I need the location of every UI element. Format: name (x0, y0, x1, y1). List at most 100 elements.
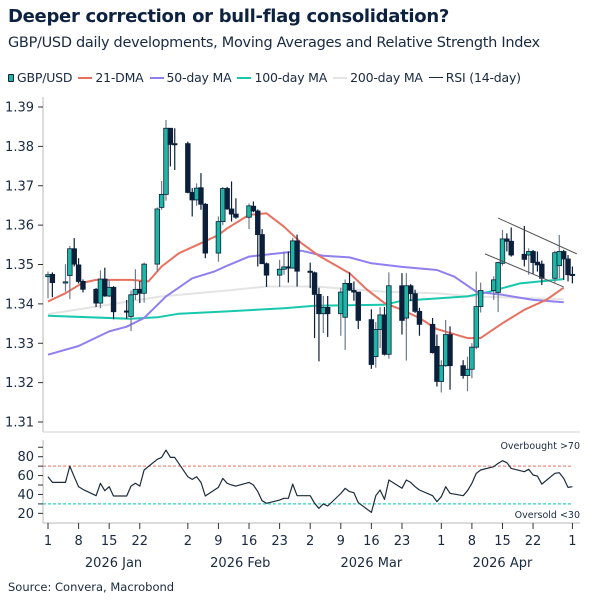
flag-trendline (484, 253, 564, 288)
candle (93, 288, 99, 308)
candle (342, 279, 348, 350)
candle (189, 188, 195, 217)
candle (434, 334, 440, 387)
candle (158, 181, 165, 210)
ma-line-200-day-ma (47, 285, 564, 316)
price-tick-label: 1.38 (5, 140, 34, 155)
candle (403, 273, 410, 361)
line-swatch-icon (333, 76, 348, 79)
candle-body-down (102, 278, 108, 297)
candle (442, 320, 449, 367)
x-tick-label: 16 (241, 534, 258, 549)
candle (224, 186, 230, 210)
candle (320, 296, 327, 334)
x-tick-label: 9 (214, 534, 222, 549)
candle-body-up (491, 279, 497, 291)
candle-body-down (123, 310, 130, 313)
candle-body-up (499, 238, 506, 264)
candle (373, 321, 379, 368)
candle-body-down (233, 213, 239, 218)
candle (477, 282, 484, 313)
candle-body-up (526, 251, 532, 256)
source-note: Source: Convera, Macrobond (8, 580, 175, 594)
legend-item-rsi: RSI (14-day) (428, 70, 521, 85)
candle (202, 203, 209, 259)
candle (71, 238, 77, 267)
candle-body-down (202, 203, 209, 254)
candle-body-down (255, 210, 261, 235)
candle-body-up (45, 274, 51, 278)
candle (508, 227, 514, 257)
candle-body-up (276, 268, 283, 276)
candle (560, 249, 567, 280)
candle (338, 287, 344, 336)
candle-body-up (438, 365, 444, 382)
candle (75, 258, 82, 284)
month-label: 2026 Mar (341, 556, 403, 571)
candle-body-down (408, 285, 414, 295)
chart-subtitle: GBP/USD daily developments, Moving Avera… (8, 35, 540, 51)
candle-body-down (49, 273, 56, 284)
candle (154, 207, 160, 272)
price-tick-label: 1.36 (5, 219, 34, 234)
x-tick-label: 8 (74, 534, 82, 549)
candle (220, 186, 226, 226)
candle (167, 127, 174, 167)
candle-body-down (259, 234, 265, 265)
candle (185, 141, 191, 194)
month-label: 2026 Apr (473, 556, 533, 571)
legend-label: 50-day MA (166, 70, 232, 85)
price-tick-label: 1.35 (5, 258, 34, 273)
candle-body-down (447, 334, 453, 367)
legend-label: GBP/USD (17, 70, 73, 85)
candle-body-down (167, 127, 174, 145)
candle (102, 267, 108, 297)
candle-body-down (198, 187, 204, 205)
x-tick-label: 9 (337, 534, 345, 549)
legend-item-200ma: 200-day MA (333, 70, 423, 85)
candle (259, 229, 265, 265)
candle-body-down (185, 143, 191, 193)
x-tick-label: 22 (131, 534, 148, 549)
candle-body-down (504, 238, 510, 242)
candle (355, 291, 361, 330)
axes: 1.31 1.32 1.33 1.34 1.35 1.36 1.37 1.38 1.39 20 40… (5, 97, 580, 571)
candle-body-up (477, 290, 484, 308)
candle (193, 183, 200, 206)
candle (80, 279, 86, 293)
candle (526, 248, 532, 275)
candle (368, 309, 375, 369)
legend-item-21dma: 21-DMA (78, 70, 144, 85)
chart-title: Deeper correction or bull-flag consolida… (8, 6, 450, 27)
candle (412, 289, 418, 313)
candle-body-down (324, 307, 331, 315)
candle (324, 296, 331, 337)
moving-averages (47, 212, 565, 356)
candle-body-up (552, 252, 558, 279)
candle (281, 251, 287, 275)
candle (228, 181, 235, 222)
candle (290, 237, 296, 269)
candle (106, 279, 112, 298)
candle-body-up (132, 288, 139, 295)
candle (250, 201, 257, 213)
price-tick-label: 1.32 (5, 376, 34, 391)
candle (307, 262, 313, 289)
rsi-tick-label: 20 (17, 507, 34, 522)
candle-body-up (163, 127, 169, 195)
candle-body-up (67, 248, 73, 276)
candle-body-down (228, 208, 235, 215)
candle-body-down (521, 253, 528, 260)
candle (132, 269, 139, 300)
candle (45, 271, 51, 299)
candle-body-down (434, 345, 440, 382)
rsi-tick-label: 60 (17, 469, 34, 484)
x-tick-label: 23 (271, 534, 288, 549)
candle-body-down (224, 188, 230, 210)
line-swatch-icon (78, 76, 93, 79)
candle-body-up (403, 285, 410, 319)
legend-item-50ma: 50-day MA (149, 70, 232, 85)
candle-body-down (534, 261, 541, 266)
candle-body-down (355, 291, 361, 321)
